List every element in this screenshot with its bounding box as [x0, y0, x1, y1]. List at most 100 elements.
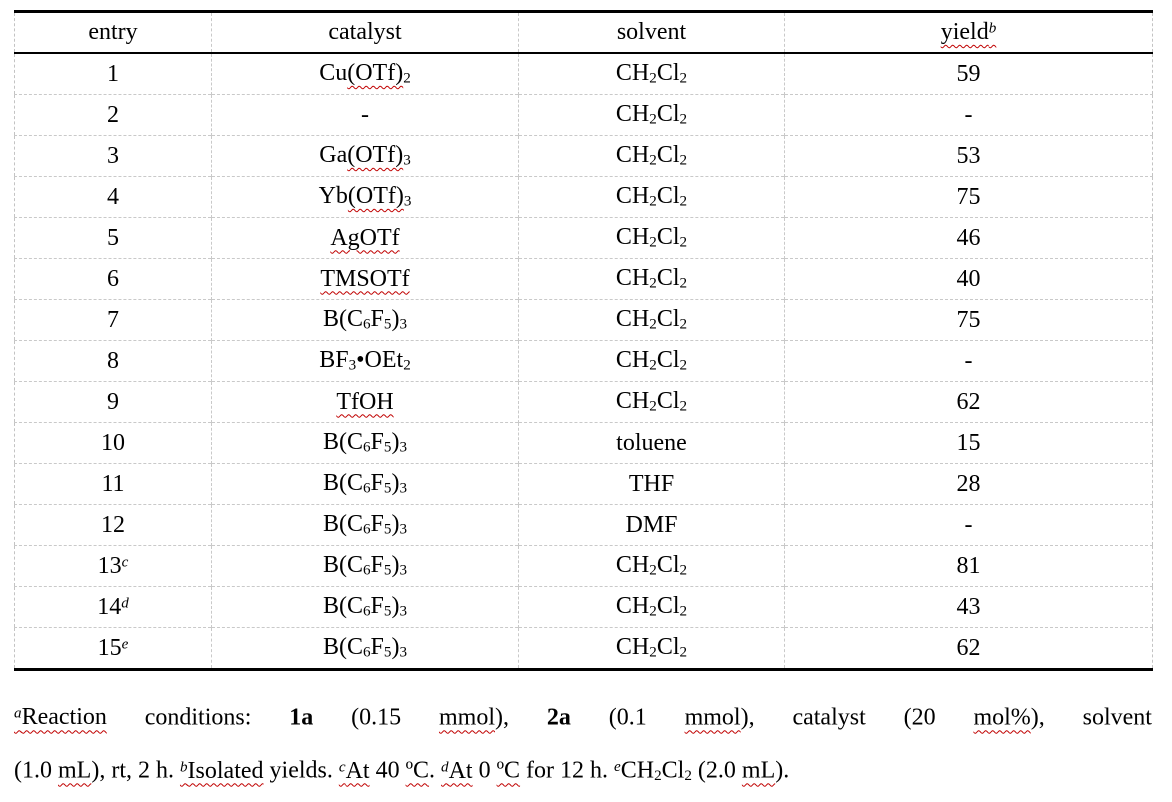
- entry-cell: 2: [14, 94, 212, 136]
- spellcheck-underlined-text: mmol: [685, 704, 741, 730]
- text-run: 15: [97, 634, 122, 661]
- text-run: CH: [620, 757, 655, 784]
- subscript-text: 2: [649, 398, 657, 415]
- subscript-text: 2: [679, 193, 688, 210]
- text-run: 2a: [546, 704, 571, 731]
- entry-cell: 1: [15, 53, 212, 95]
- solvent-cell: CH2Cl2: [518, 135, 785, 177]
- catalyst-cell: BF3•OEt2: [211, 340, 519, 382]
- spellcheck-underlined-text: ºC: [406, 758, 429, 784]
- text-run: 2: [107, 101, 119, 128]
- text-run: 1a: [289, 704, 314, 731]
- table-row: 8 BF3•OEt2 CH2Cl2-: [14, 340, 1153, 382]
- catalyst-cell: Cu(OTf)2: [211, 53, 519, 95]
- subscript-text: 2: [679, 562, 688, 579]
- table-body: 1 Cu(OTf)2 CH2Cl2 59 2- CH2Cl2-3 Ga(OTf)3 CH2Cl…: [14, 53, 1153, 670]
- superscript-marker: b: [988, 20, 997, 37]
- subscript-text: 2: [649, 152, 657, 169]
- text-run: B(C: [322, 306, 363, 333]
- text-run: •OEt: [356, 347, 404, 374]
- yield-cell: 28: [784, 463, 1153, 505]
- column-header-solvent: solvent: [518, 11, 785, 54]
- text-run: toluene: [616, 429, 687, 456]
- text-run: F: [370, 552, 384, 579]
- yield-cell: 62: [784, 627, 1153, 670]
- spellcheck-underlined-text: dAt: [441, 758, 473, 784]
- subscript-text: 5: [383, 603, 392, 620]
- subscript-text: 2: [654, 768, 662, 785]
- text-run: ): [391, 552, 400, 579]
- subscript-text: 2: [649, 357, 657, 374]
- text-run: ºC: [405, 757, 430, 784]
- text-run: Cl: [656, 347, 680, 374]
- text-run: 40: [369, 757, 406, 784]
- text-run: 9: [107, 388, 119, 415]
- text-run: Cl: [661, 757, 685, 784]
- subscript-text: 2: [684, 768, 692, 785]
- catalyst-cell: B(C6F5)3: [211, 463, 519, 505]
- yield-cell: 62: [784, 381, 1153, 423]
- text-run: Reaction: [21, 704, 107, 731]
- text-run: ): [391, 429, 400, 456]
- text-run: ): [391, 306, 400, 333]
- table-row: 13c B(C6F5)3 CH2Cl2 81: [14, 545, 1153, 587]
- text-run: CH: [615, 306, 650, 333]
- entry-cell: 3: [14, 135, 212, 177]
- table-row: 12 B(C6F5)3 DMF -: [14, 504, 1153, 546]
- text-run: 75: [956, 306, 981, 333]
- column-header-entry: entry: [14, 11, 212, 54]
- solvent-cell: CH2Cl2: [518, 258, 785, 300]
- text-run: F: [370, 593, 384, 620]
- text-run: At: [345, 757, 370, 784]
- text-run: ): [391, 511, 400, 538]
- text-run: 15: [956, 429, 981, 456]
- subscript-text: 2: [403, 357, 411, 374]
- column-header-yield: yieldb: [784, 11, 1153, 54]
- subscript-text: 2: [679, 234, 688, 251]
- text-run: (OTf): [347, 60, 404, 87]
- text-run: ): [391, 593, 400, 620]
- catalyst-cell: Ga(OTf)3: [211, 135, 519, 177]
- text-run: -: [361, 101, 369, 128]
- text-run: Cl: [656, 265, 680, 292]
- subscript-text: 2: [649, 562, 657, 579]
- table-figure: entry catalyst solvent yieldb 1 Cu(OTf)2 CH2C…: [14, 10, 1153, 801]
- yield-cell: -: [784, 340, 1153, 382]
- text-run: (0.1: [570, 704, 685, 731]
- text-run: (1.0: [14, 757, 58, 784]
- text-run: AgOTf: [330, 224, 400, 251]
- text-run: TfOH: [336, 388, 394, 415]
- text-run: CH: [615, 60, 650, 87]
- text-run: THF: [628, 470, 675, 497]
- text-run: 81: [956, 552, 981, 579]
- subscript-text: 3: [399, 644, 408, 661]
- spellcheck-underlined-text: TMSOTf: [320, 266, 409, 292]
- table-header: entry catalyst solvent yieldb: [14, 11, 1153, 54]
- catalyst-cell: B(C6F5)3: [211, 627, 519, 670]
- text-run: solvent: [616, 19, 687, 45]
- yield-cell: 75: [784, 299, 1153, 341]
- text-run: DMF: [625, 511, 678, 538]
- yield-cell: -: [784, 504, 1153, 546]
- entry-cell: 4: [14, 176, 212, 218]
- footnote-line-1: aReaction conditions: 1a (0.15 mmol), 2a…: [14, 689, 1152, 742]
- text-run: Cl: [656, 224, 680, 251]
- subscript-text: 2: [679, 275, 688, 292]
- subscript-text: 3: [399, 603, 408, 620]
- text-run: (OTf): [347, 142, 404, 169]
- entry-cell: 5: [14, 217, 212, 259]
- yield-cell: 40: [784, 258, 1153, 300]
- spellcheck-underlined-text: ºC: [497, 758, 520, 784]
- text-run: 5: [107, 224, 119, 251]
- text-run: ), solvent: [1030, 704, 1152, 731]
- subscript-text: 2: [649, 603, 657, 620]
- spellcheck-underlined-text: mL: [742, 758, 775, 784]
- table-row: 9 TfOH CH2Cl2 62: [14, 381, 1153, 423]
- text-run: -: [964, 347, 973, 374]
- table-row: 4 Yb(OTf)3 CH2Cl2 75: [14, 176, 1153, 218]
- text-run: catalyst: [328, 19, 402, 45]
- text-run: F: [370, 634, 384, 661]
- text-run: (0.15: [313, 704, 439, 731]
- text-run: ).: [775, 757, 790, 784]
